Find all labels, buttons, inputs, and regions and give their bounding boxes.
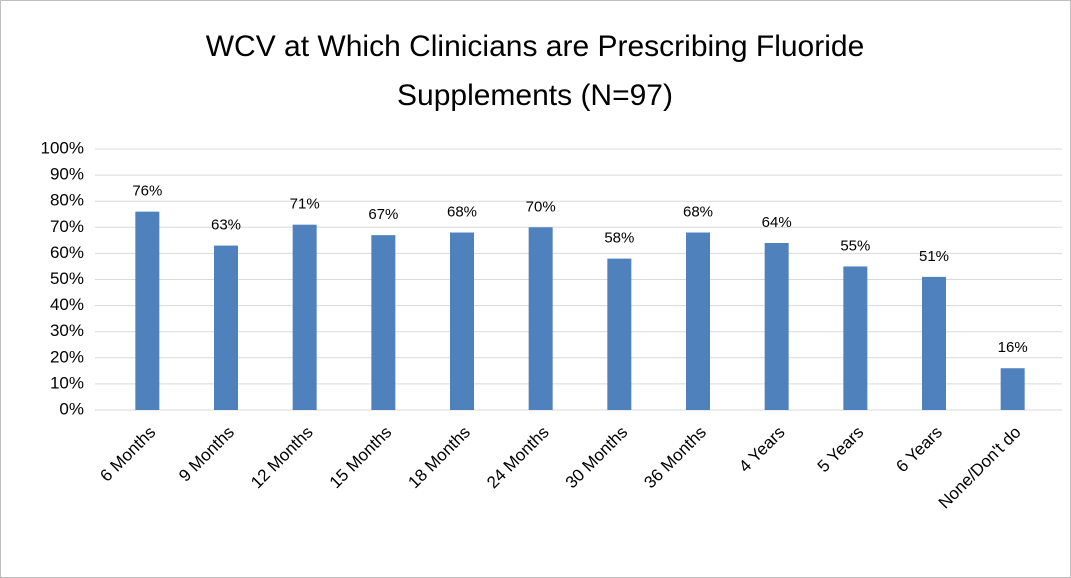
- y-tick-label: 90%: [50, 165, 84, 184]
- bar: [922, 276, 946, 410]
- y-tick-label: 0%: [59, 399, 84, 418]
- data-label: 70%: [526, 198, 556, 215]
- y-tick-label: 20%: [50, 347, 84, 366]
- y-tick-label: 10%: [50, 373, 84, 392]
- bar: [135, 211, 160, 410]
- bar: [1000, 368, 1025, 410]
- bar: [371, 235, 396, 410]
- bar: [528, 227, 553, 410]
- y-tick-label: 70%: [50, 217, 84, 236]
- bar: [292, 224, 317, 410]
- y-tick-label: 30%: [50, 321, 84, 340]
- bar: [843, 266, 868, 410]
- data-label: 68%: [683, 203, 713, 220]
- data-label: 63%: [211, 217, 241, 234]
- y-tick-label: 40%: [50, 295, 84, 314]
- y-tick-label: 100%: [41, 138, 84, 157]
- bar: [686, 232, 710, 410]
- data-label: 58%: [604, 230, 634, 247]
- y-tick-label: 80%: [50, 191, 84, 210]
- data-label: 76%: [132, 183, 162, 200]
- y-tick-label: 60%: [50, 243, 84, 262]
- y-tick-label: 50%: [50, 269, 84, 288]
- chart-title: WCV at Which Clinicians are Prescribing …: [205, 30, 865, 112]
- data-label: 71%: [290, 196, 320, 213]
- bar: [214, 245, 238, 410]
- bar: [764, 242, 789, 410]
- bar: [450, 232, 474, 410]
- data-label: 68%: [447, 203, 477, 220]
- data-label: 64%: [762, 214, 792, 231]
- data-label: 55%: [840, 237, 870, 254]
- data-label: 16%: [998, 339, 1028, 356]
- data-label: 67%: [368, 206, 398, 223]
- bar: [607, 258, 632, 410]
- data-label: 51%: [919, 248, 949, 265]
